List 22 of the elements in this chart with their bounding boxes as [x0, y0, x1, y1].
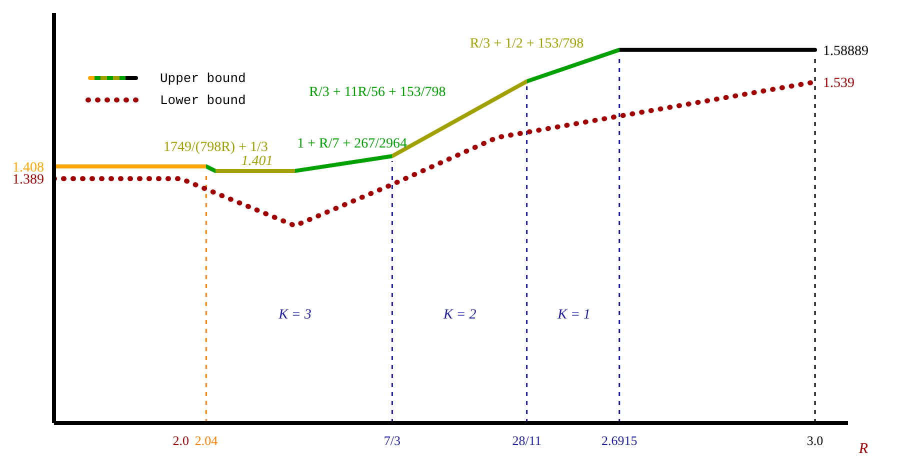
annotation: 1.539	[823, 76, 855, 91]
y-tick-label: 1.389	[12, 172, 44, 188]
annotation: 1 + R/7 + 267/2964	[297, 136, 408, 152]
annotation: R/3 + 11R/56 + 153/798	[309, 85, 446, 100]
x-tick-label: 3.0	[806, 433, 824, 448]
legend-label: Upper bound	[160, 71, 246, 86]
annotation: K = 3	[278, 307, 312, 322]
x-tick-label: 7/3	[384, 433, 401, 448]
x-axis-title: R	[858, 441, 868, 457]
x-tick-label: 28/11	[512, 433, 542, 448]
legend-label: Lower bound	[160, 93, 246, 108]
line-series	[54, 48, 818, 173]
annotation: 1749/(798R) + 1/3	[164, 140, 268, 155]
annotation: R/3 + 1/2 + 153/798	[470, 36, 584, 52]
x-tick-label: 2.0	[172, 433, 189, 448]
annotation: 1.58889	[823, 44, 869, 59]
x-tick-label: 2.6915	[602, 433, 638, 448]
annotation: K = 1	[556, 307, 590, 322]
y-tick-label: 1.408	[12, 160, 44, 176]
x-tick-label: 2.04	[194, 433, 218, 448]
annotation: K = 2	[442, 307, 476, 322]
annotation: 1.401	[241, 154, 273, 169]
